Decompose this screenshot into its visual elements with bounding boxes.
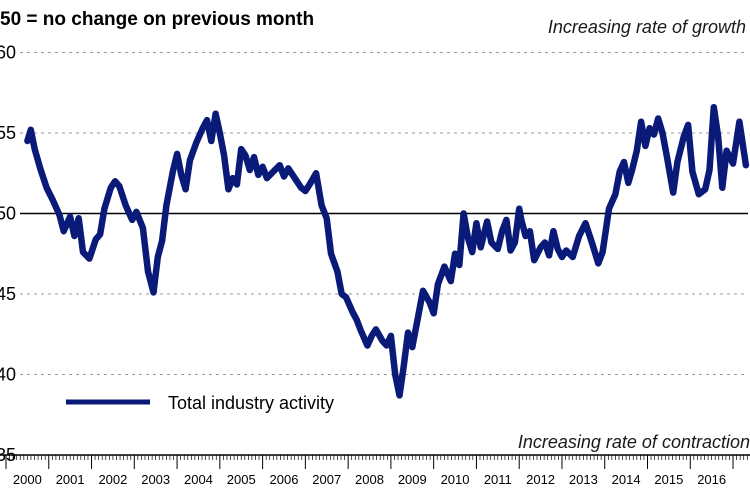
- legend-label: Total industry activity: [168, 393, 334, 413]
- chart-title: 50 = no change on previous month: [0, 9, 314, 30]
- x-tick-label: 2008: [355, 472, 384, 487]
- gridlines: [20, 52, 748, 375]
- y-tick-label: 55: [0, 123, 16, 143]
- x-tick-label: 2006: [270, 472, 299, 487]
- x-tick-label: 2000: [13, 472, 42, 487]
- legend: Total industry activity: [66, 393, 334, 413]
- y-tick-label: 40: [0, 365, 16, 385]
- x-tick-label: 2014: [612, 472, 641, 487]
- series-line-total-industry-activity: [24, 103, 750, 399]
- x-tick-label: 2004: [184, 472, 213, 487]
- x-tick-label: 2011: [484, 472, 512, 487]
- x-tick-label: 2015: [654, 472, 683, 487]
- x-tick-label: 2001: [56, 472, 85, 487]
- x-tick-label: 2009: [398, 472, 427, 487]
- x-tick-label: 2013: [569, 472, 598, 487]
- y-tick-label: 50: [0, 204, 16, 224]
- x-tick-label: 2010: [441, 472, 470, 487]
- x-axis: 2000 2001 2002 2003 2004 2005 2006 2007 2008 2009…: [0, 454, 750, 487]
- x-tick-label: 2012: [526, 472, 555, 487]
- x-tick-label: 2005: [227, 472, 256, 487]
- x-tick-label: 2002: [98, 472, 127, 487]
- x-tick-label: 2016: [697, 472, 726, 487]
- y-tick-label: 60: [0, 43, 16, 63]
- y-tick-label: 45: [0, 284, 16, 304]
- annotation-growth: Increasing rate of growth: [548, 17, 746, 37]
- x-tick-label: 2007: [312, 472, 341, 487]
- annotation-contraction: Increasing rate of contraction: [518, 432, 750, 452]
- x-tick-label: 2003: [141, 472, 170, 487]
